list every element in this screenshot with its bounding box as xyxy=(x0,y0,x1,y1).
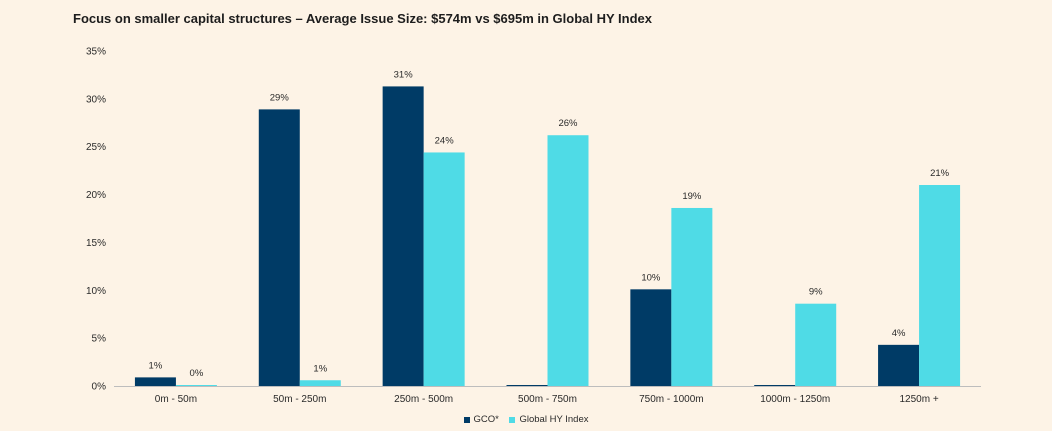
legend-swatch-global-hy-index xyxy=(509,416,516,423)
bar-global-hy-index xyxy=(547,135,589,386)
bar-gco xyxy=(878,344,920,386)
bar-gco xyxy=(258,109,300,386)
y-axis: 0% 5% 10% 15% 20% 25% 30% 35% xyxy=(86,47,106,393)
data-label: 29% xyxy=(270,92,290,103)
data-label: 21% xyxy=(930,168,950,179)
x-tick-label: 1250m + xyxy=(899,394,938,405)
chart-title: Focus on smaller capital structures – Av… xyxy=(73,11,652,26)
data-label: 31% xyxy=(394,69,414,80)
bar-gco xyxy=(754,385,796,386)
x-tick-label: 0m - 50m xyxy=(155,394,197,405)
legend: GCO* Global HY Index xyxy=(0,414,1052,426)
data-label: 9% xyxy=(809,287,823,298)
bars: 1% 0% 29% 1% 31% 24% 26% 10% 19% 9% 4% 21% xyxy=(134,69,961,387)
data-label: 19% xyxy=(682,191,702,202)
x-axis: 0m - 50m 50m - 250m 250m - 500m 500m - 750m… xyxy=(114,386,981,405)
legend-swatch-gco xyxy=(463,416,470,423)
y-tick-label: 15% xyxy=(86,238,106,249)
data-label: 10% xyxy=(641,272,661,283)
data-label: 0% xyxy=(190,368,204,379)
bar-global-hy-index xyxy=(919,185,961,386)
x-tick-label: 1000m - 1250m xyxy=(760,394,830,405)
x-tick-label: 250m - 500m xyxy=(394,394,453,405)
data-label: 24% xyxy=(435,135,455,146)
bar-gco xyxy=(382,86,424,387)
y-tick-label: 5% xyxy=(92,334,107,345)
data-label: 1% xyxy=(149,360,163,371)
legend-label-gco: GCO* xyxy=(473,414,499,425)
data-label: 4% xyxy=(892,328,906,339)
y-tick-label: 0% xyxy=(92,382,107,393)
y-tick-label: 35% xyxy=(86,47,106,58)
bar-gco xyxy=(134,377,176,386)
legend-item-gco: GCO* xyxy=(463,414,499,425)
x-tick-label: 500m - 750m xyxy=(518,394,577,405)
bar-global-hy-index xyxy=(795,303,837,386)
x-tick-label: 750m - 1000m xyxy=(639,394,703,405)
bar-gco xyxy=(630,289,672,386)
y-tick-label: 10% xyxy=(86,286,106,297)
bar-global-hy-index xyxy=(423,152,465,386)
bar-global-hy-index xyxy=(175,385,217,386)
x-tick-label: 50m - 250m xyxy=(273,394,326,405)
data-label: 1% xyxy=(313,363,327,374)
legend-item-global-hy-index: Global HY Index xyxy=(509,414,589,425)
bar-global-hy-index xyxy=(671,207,713,386)
legend-label-global-hy-index: Global HY Index xyxy=(519,414,589,425)
y-tick-label: 30% xyxy=(86,94,106,105)
bar-gco xyxy=(506,385,548,386)
bar-global-hy-index xyxy=(299,380,341,386)
data-label: 26% xyxy=(558,118,578,129)
y-tick-label: 20% xyxy=(86,190,106,201)
y-tick-label: 25% xyxy=(86,142,106,153)
